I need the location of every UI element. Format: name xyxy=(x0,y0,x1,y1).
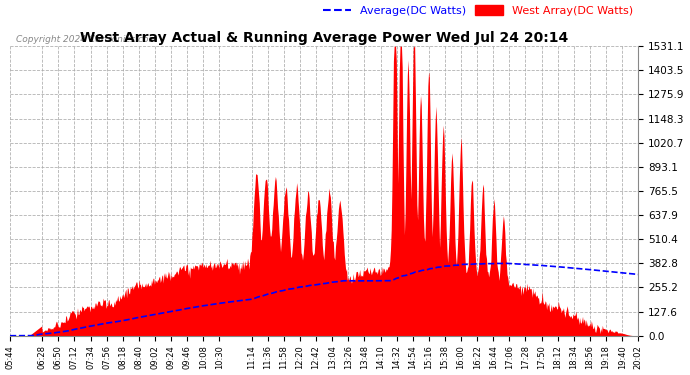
Text: Copyright 2024 Cartronics.com: Copyright 2024 Cartronics.com xyxy=(17,34,157,44)
Legend: Average(DC Watts), West Array(DC Watts): Average(DC Watts), West Array(DC Watts) xyxy=(323,5,633,16)
Title: West Array Actual & Running Average Power Wed Jul 24 20:14: West Array Actual & Running Average Powe… xyxy=(80,31,569,45)
